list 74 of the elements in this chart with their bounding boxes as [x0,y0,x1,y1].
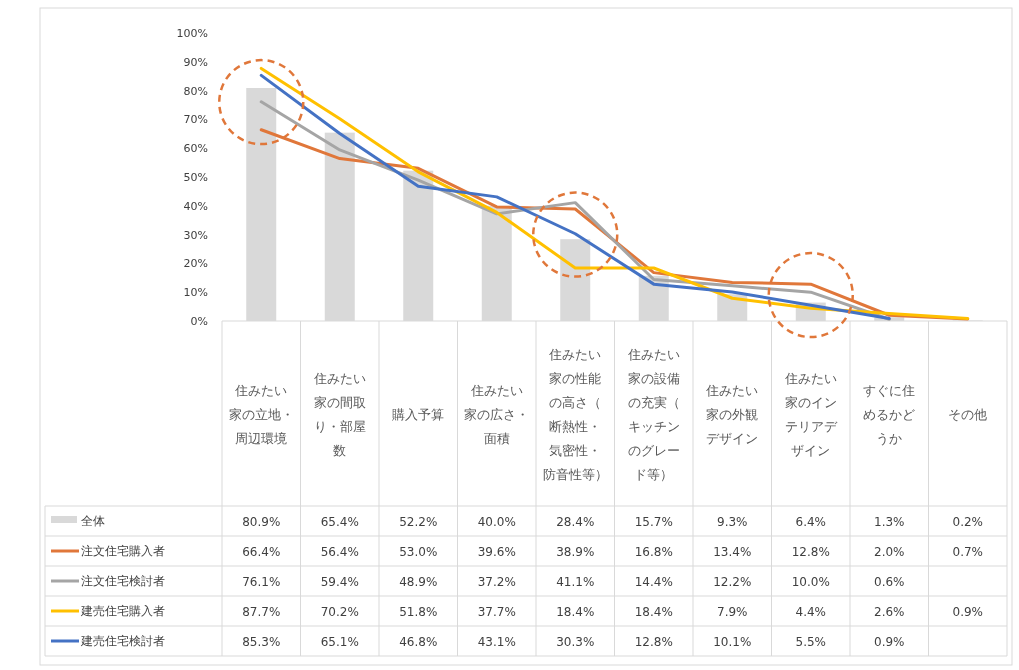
y-tick-label: 10% [183,286,208,300]
legend-label: 建売住宅検討者 [80,634,165,648]
data-label: 59.4% [320,575,359,589]
data-label: 52.2% [399,515,438,529]
data-label: 48.9% [399,575,438,589]
data-label: 28.4% [556,515,595,529]
data-label: 2.0% [874,545,905,559]
legend-label: 注文住宅購入者 [81,544,165,558]
data-label: 30.3% [556,635,595,649]
y-tick-label: 70% [183,113,208,127]
data-label: 80.9% [242,515,281,529]
data-label: 13.4% [713,545,752,559]
x-tick-label: 住みたい家のインテリアデザイン [783,370,838,458]
x-tick-label: 住みたい家の性能の高さ（断熱性・気密性・防音性等） [542,346,608,482]
data-label: 12.8% [791,545,830,559]
data-label: 51.8% [399,605,438,619]
data-label: 6.4% [795,515,826,529]
data-label: 0.9% [874,635,905,649]
data-label: 4.4% [795,605,826,619]
data-label: 65.1% [320,635,359,649]
legend-label: 注文住宅検討者 [81,574,165,588]
data-label: 16.8% [634,545,673,559]
data-label: 40.0% [477,515,516,529]
data-label: 0.9% [952,605,983,619]
data-label: 56.4% [320,545,359,559]
data-label: 7.9% [717,605,748,619]
y-tick-label: 60% [183,142,208,156]
data-label: 0.7% [952,545,983,559]
data-label: 0.2% [952,515,983,529]
data-label: 76.1% [242,575,281,589]
y-tick-label: 90% [183,55,208,69]
data-label: 53.0% [399,545,438,559]
y-tick-label: 80% [183,84,208,98]
data-label: 1.3% [874,515,905,529]
y-tick-label: 20% [183,257,208,271]
data-label: 85.3% [242,635,281,649]
data-label: 41.1% [556,575,595,589]
data-label: 9.3% [717,515,748,529]
data-label: 5.5% [795,635,826,649]
data-label: 87.7% [242,605,281,619]
x-tick-label: 住みたい家の広さ・面積 [464,382,530,446]
legend-label: 全体 [81,514,105,528]
x-tick-label: すぐに住めるかどうか [863,382,916,446]
data-label: 0.6% [874,575,905,589]
x-tick-label: 購入予算 [392,406,445,422]
data-label: 12.8% [634,635,673,649]
data-label: 65.4% [320,515,359,529]
x-tick-label: 住みたい家の立地・周辺環境 [228,382,294,446]
y-tick-label: 40% [183,199,208,213]
data-label: 2.6% [874,605,905,619]
x-tick-label: 住みたい家の外観デザイン [705,382,759,446]
x-tick-label: その他 [948,406,988,422]
x-tick-label: 住みたい家の間取り・部屋数 [312,370,366,458]
legend-label: 建売住宅購入者 [80,604,165,618]
data-label: 12.2% [713,575,752,589]
data-label: 38.9% [556,545,595,559]
data-label: 18.4% [634,605,673,619]
data-label: 37.7% [477,605,516,619]
data-label: 18.4% [556,605,595,619]
data-label: 37.2% [477,575,516,589]
data-label: 43.1% [477,635,516,649]
data-label: 10.0% [791,575,830,589]
data-label: 14.4% [634,575,673,589]
x-tick-label: 住みたい家の設備の充実（キッチンのグレード等） [626,346,680,482]
data-label: 70.2% [320,605,359,619]
data-label: 46.8% [399,635,438,649]
y-tick-label: 30% [183,228,208,242]
data-label: 39.6% [477,545,516,559]
data-label: 66.4% [242,545,281,559]
y-tick-label: 100% [176,27,208,40]
data-label: 15.7% [634,515,673,529]
y-tick-label: 50% [183,171,208,184]
y-tick-label: 0% [190,315,208,328]
data-label: 10.1% [713,635,752,649]
